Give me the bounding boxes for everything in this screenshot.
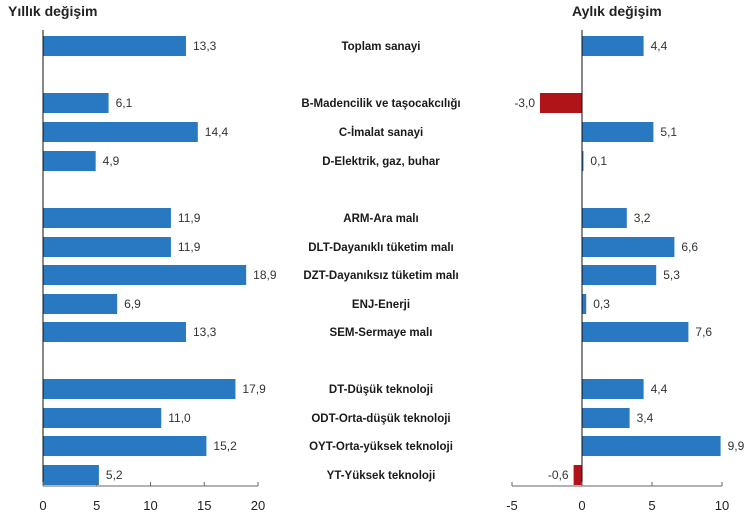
bar-value-label: 7,6 [695,325,712,339]
bar-value-label: 9,9 [728,439,745,453]
category-label: DT-Düşük teknoloji [329,384,433,396]
bar [582,208,627,228]
bar-value-label: 11,9 [178,211,201,225]
bar-value-label: 14,4 [205,125,229,139]
bar [43,237,171,257]
bar-value-label: 3,4 [637,411,654,425]
bar-value-label: 5,1 [660,125,677,139]
bar-value-label: 13,3 [193,325,217,339]
category-labels: Toplam sanayi B-Madencilik ve taşocakcılı… [301,41,460,482]
bar [43,122,198,142]
bar [582,36,644,56]
category-label: DLT-Dayanıklı tüketim malı [308,242,454,254]
bar [43,151,96,171]
x-tick-label: 5 [93,498,100,513]
x-tick-label: 10 [715,498,729,513]
yearly-change-chart: 13,3 6,1 14,4 4,9 11,9 11,9 18,9 6,9 13,3 17,9 11,… [39,30,277,513]
category-label: SEM-Sermaye malı [330,327,433,339]
bar [540,93,582,113]
x-tick-label: 0 [39,498,46,513]
bar [582,237,675,257]
bar [43,265,247,285]
bar [582,379,644,399]
category-label: B-Madencilik ve taşocakcılığı [301,98,460,110]
category-label: ODT-Orta-düşük teknoloji [311,413,450,425]
yearly-chart-title: Yıllık değişim [8,3,97,19]
bar [43,465,99,485]
category-label: DZT-Dayanıksız tüketim malı [303,270,458,282]
bar-value-label: -0,6 [548,468,569,482]
bar-value-label: 15,2 [213,439,237,453]
bar-value-label: 11,0 [168,411,191,425]
bar-value-label: 0,3 [593,297,610,311]
category-label: YT-Yüksek teknoloji [327,470,436,482]
bar [43,379,236,399]
x-tick-label: 10 [143,498,157,513]
category-label: C-İmalat sanayi [339,126,423,139]
bar-value-label: 18,9 [253,268,277,282]
bar-value-label: 4,4 [651,382,668,396]
bar [582,408,630,428]
bar [573,465,582,485]
x-tick-label: -5 [506,498,518,513]
bar [582,294,587,314]
bar [43,436,207,456]
bar [43,322,186,342]
category-label: ARM-Ara malı [343,213,418,225]
bar-value-label: 0,1 [590,154,607,168]
bar-value-label: 3,2 [634,211,651,225]
category-label: D-Elektrik, gaz, buhar [322,156,440,168]
bar-value-label: 13,3 [193,39,217,53]
bar-value-label: 5,2 [106,468,123,482]
monthly-change-chart: 4,4 -3,0 5,1 0,1 3,2 6,65,3 0,3 7,6 4,4 3,4 9,9 -0,… [506,30,745,513]
bar-value-label: 6,1 [116,96,133,110]
bar [582,151,584,171]
bar-value-label: 17,9 [242,382,266,396]
category-label: Toplam sanayi [341,41,420,53]
bar-value-label: 11,9 [178,240,201,254]
bar [582,436,721,456]
monthly-chart-title: Aylık değişim [572,3,662,19]
bar-value-label: 6,6 [681,240,698,254]
bar [43,294,118,314]
bar-value-label: 4,4 [651,39,668,53]
bar [582,265,657,285]
x-tick-label: 20 [251,498,265,513]
bar [582,322,689,342]
bar [582,122,654,142]
category-label: ENJ-Enerji [352,299,410,311]
category-label: OYT-Orta-yüksek teknoloji [309,441,453,453]
x-tick-label: 5 [648,498,655,513]
bar-value-label: 4,9 [103,154,120,168]
x-tick-label: 0 [578,498,585,513]
x-tick-label: 15 [197,498,211,513]
bar [43,36,186,56]
bar-value-label: 6,9 [124,297,141,311]
bar [43,93,109,113]
bar [43,208,171,228]
bar-value-label: 5,3 [663,268,680,282]
bar-value-label: -3,0 [514,96,535,110]
bar [43,408,162,428]
